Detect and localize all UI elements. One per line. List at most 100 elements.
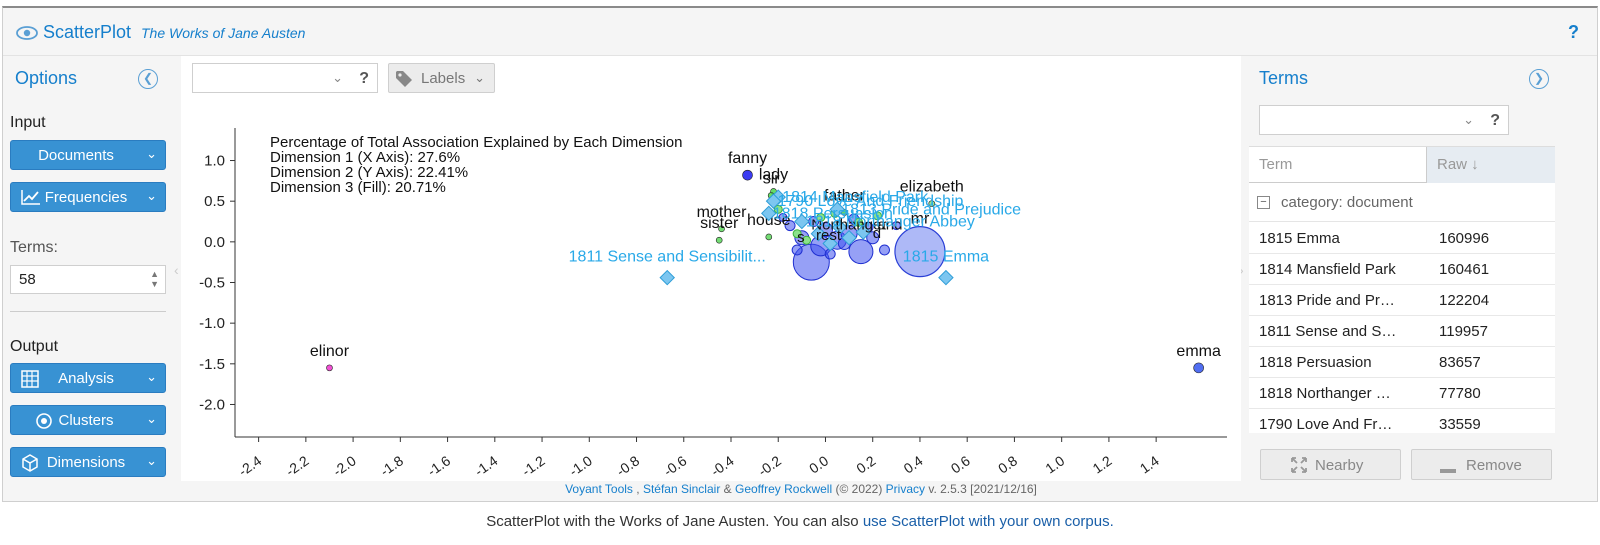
remove-button[interactable]: Remove xyxy=(1411,449,1552,480)
analysis-button[interactable]: Analysis ⌄ xyxy=(10,363,166,393)
cluster-point xyxy=(784,220,796,232)
document-label: 1818 Northanger Abbey xyxy=(806,214,975,231)
cluster-word-label: rest xyxy=(816,227,842,244)
cluster-point xyxy=(816,212,826,222)
dimension-annotation: Percentage of Total Association Explaine… xyxy=(270,134,682,196)
term-point[interactable] xyxy=(715,236,723,244)
eye-icon[interactable] xyxy=(16,26,38,45)
author2-link[interactable]: Geoffrey Rockwell xyxy=(734,482,833,496)
y-tick-label: -0.5 xyxy=(199,275,225,292)
document-point[interactable] xyxy=(938,269,954,286)
terms-count-stepper[interactable]: ▲▼ xyxy=(10,265,166,294)
x-tick-label: -0.6 xyxy=(661,452,690,479)
column-header-raw[interactable]: Raw ↓ xyxy=(1427,147,1555,183)
column-header-term[interactable]: Term xyxy=(1249,147,1427,183)
spinner-icon[interactable]: ▲ ▼ xyxy=(150,269,159,289)
help-button[interactable]: ? xyxy=(1568,22,1579,42)
term-point[interactable] xyxy=(742,169,753,181)
document-point[interactable] xyxy=(794,213,810,230)
table-row[interactable]: 1790 Love And Fr… 33559 xyxy=(1249,409,1555,433)
author1-link[interactable]: Stéfan Sinclair xyxy=(642,482,721,496)
document-point[interactable] xyxy=(829,201,846,218)
page-caption: ScatterPlot with the Works of Jane Auste… xyxy=(486,513,1114,530)
term-label: father xyxy=(824,188,866,205)
y-tick-label: 1.0 xyxy=(204,153,225,170)
term-label: elinor xyxy=(310,343,350,360)
clusters-button[interactable]: Clusters ⌄ xyxy=(10,405,166,435)
resize-handle-left[interactable]: ‹ xyxy=(174,262,179,278)
table-row[interactable]: 1815 Emma 160996 xyxy=(1249,223,1555,254)
dimensions-button[interactable]: Dimensions ⌄ xyxy=(10,447,166,477)
document-point[interactable] xyxy=(761,205,777,222)
term-point[interactable] xyxy=(765,233,773,241)
chevron-right-icon: ❯ xyxy=(1533,71,1545,85)
term-label: emma xyxy=(1176,343,1221,360)
output-label: Output xyxy=(10,338,59,355)
combo-help-button[interactable]: ? xyxy=(359,70,369,87)
term-point[interactable] xyxy=(928,200,936,207)
chevron-down-icon: ⌄ xyxy=(146,146,157,161)
x-tick-label: 1.4 xyxy=(1137,452,1162,476)
chevron-left-icon: ❮ xyxy=(142,71,154,85)
options-title: Options xyxy=(15,68,78,88)
term-label: lady xyxy=(759,166,788,183)
x-tick-label: 0.0 xyxy=(806,452,831,476)
cluster-point xyxy=(773,204,783,214)
cluster-point xyxy=(891,221,901,231)
terms-count-label: Terms: xyxy=(10,239,58,256)
privacy-link[interactable]: Privacy xyxy=(885,482,926,496)
line-chart-icon xyxy=(21,189,41,209)
own-corpus-link[interactable]: use ScatterPlot with your own corpus. xyxy=(862,513,1114,530)
x-tick-label: -2.4 xyxy=(235,452,264,479)
term-point[interactable] xyxy=(718,225,725,233)
cluster-point xyxy=(791,244,803,256)
term-label: mother xyxy=(697,204,747,221)
voyant-link[interactable]: Voyant Tools xyxy=(565,482,633,496)
table-row[interactable]: 1818 Northanger … 77780 xyxy=(1249,378,1555,409)
nearby-button[interactable]: Nearby xyxy=(1260,449,1401,480)
cluster-doc-point xyxy=(822,235,838,252)
collapse-terms-button[interactable]: ❯ xyxy=(1529,69,1549,89)
terms-help-button[interactable]: ? xyxy=(1490,112,1500,129)
x-tick-label: -2.0 xyxy=(330,452,359,479)
x-tick-label: 1.0 xyxy=(1042,452,1067,476)
frequencies-button[interactable]: Frequencies ⌄ xyxy=(10,182,166,212)
documents-button[interactable]: Documents ⌄ xyxy=(10,140,166,170)
term-point[interactable] xyxy=(1193,362,1204,374)
term-point[interactable] xyxy=(894,226,946,278)
document-point[interactable] xyxy=(765,193,782,209)
collapse-group-icon[interactable]: − xyxy=(1257,196,1270,209)
chevron-down-icon[interactable]: ⌄ xyxy=(332,70,343,85)
terms-count-input[interactable] xyxy=(17,266,137,292)
raw-cell: 33559 xyxy=(1439,416,1481,433)
resize-handle-right[interactable]: › xyxy=(1239,262,1244,278)
collapse-options-button[interactable]: ❮ xyxy=(138,69,158,89)
x-tick-label: -1.0 xyxy=(566,452,595,479)
table-row[interactable]: 1818 Persuasion 83657 xyxy=(1249,347,1555,378)
plot-marks[interactable]: fannyladysirelizabethmothersisterhousefa… xyxy=(310,150,1221,374)
y-tick-label: 0.0 xyxy=(204,234,225,251)
term-search-combo[interactable]: ⌄ ? xyxy=(192,63,378,93)
target-icon xyxy=(35,412,53,434)
table-row[interactable]: 1811 Sense and S… 119957 xyxy=(1249,316,1555,347)
labels-button[interactable]: Labels ⌄ xyxy=(388,63,495,93)
term-label: sir xyxy=(763,170,781,187)
raw-cell: 122204 xyxy=(1439,292,1490,309)
chevron-down-icon[interactable]: ⌄ xyxy=(1463,112,1474,127)
document-label: 1814 Mansfield Park xyxy=(782,189,929,206)
footer: Voyant Tools , Stéfan Sinclair & Geoffre… xyxy=(565,482,1037,496)
table-row[interactable]: 1814 Mansfield Park 160461 xyxy=(1249,254,1555,285)
document-point[interactable] xyxy=(659,269,676,286)
group-row[interactable]: − category: document xyxy=(1249,184,1555,222)
term-point[interactable] xyxy=(326,364,333,372)
cluster-point xyxy=(879,244,891,256)
x-tick-label: 0.6 xyxy=(948,452,973,476)
x-tick-label: -2.2 xyxy=(283,452,312,479)
input-label: Input xyxy=(10,114,46,131)
terms-search-combo[interactable]: ⌄ ? xyxy=(1259,105,1509,135)
cluster-point xyxy=(848,239,874,265)
x-tick-label: 1.2 xyxy=(1090,452,1115,476)
x-tick-label: -1.8 xyxy=(377,452,406,479)
table-row[interactable]: 1813 Pride and Pr… 122204 xyxy=(1249,285,1555,316)
